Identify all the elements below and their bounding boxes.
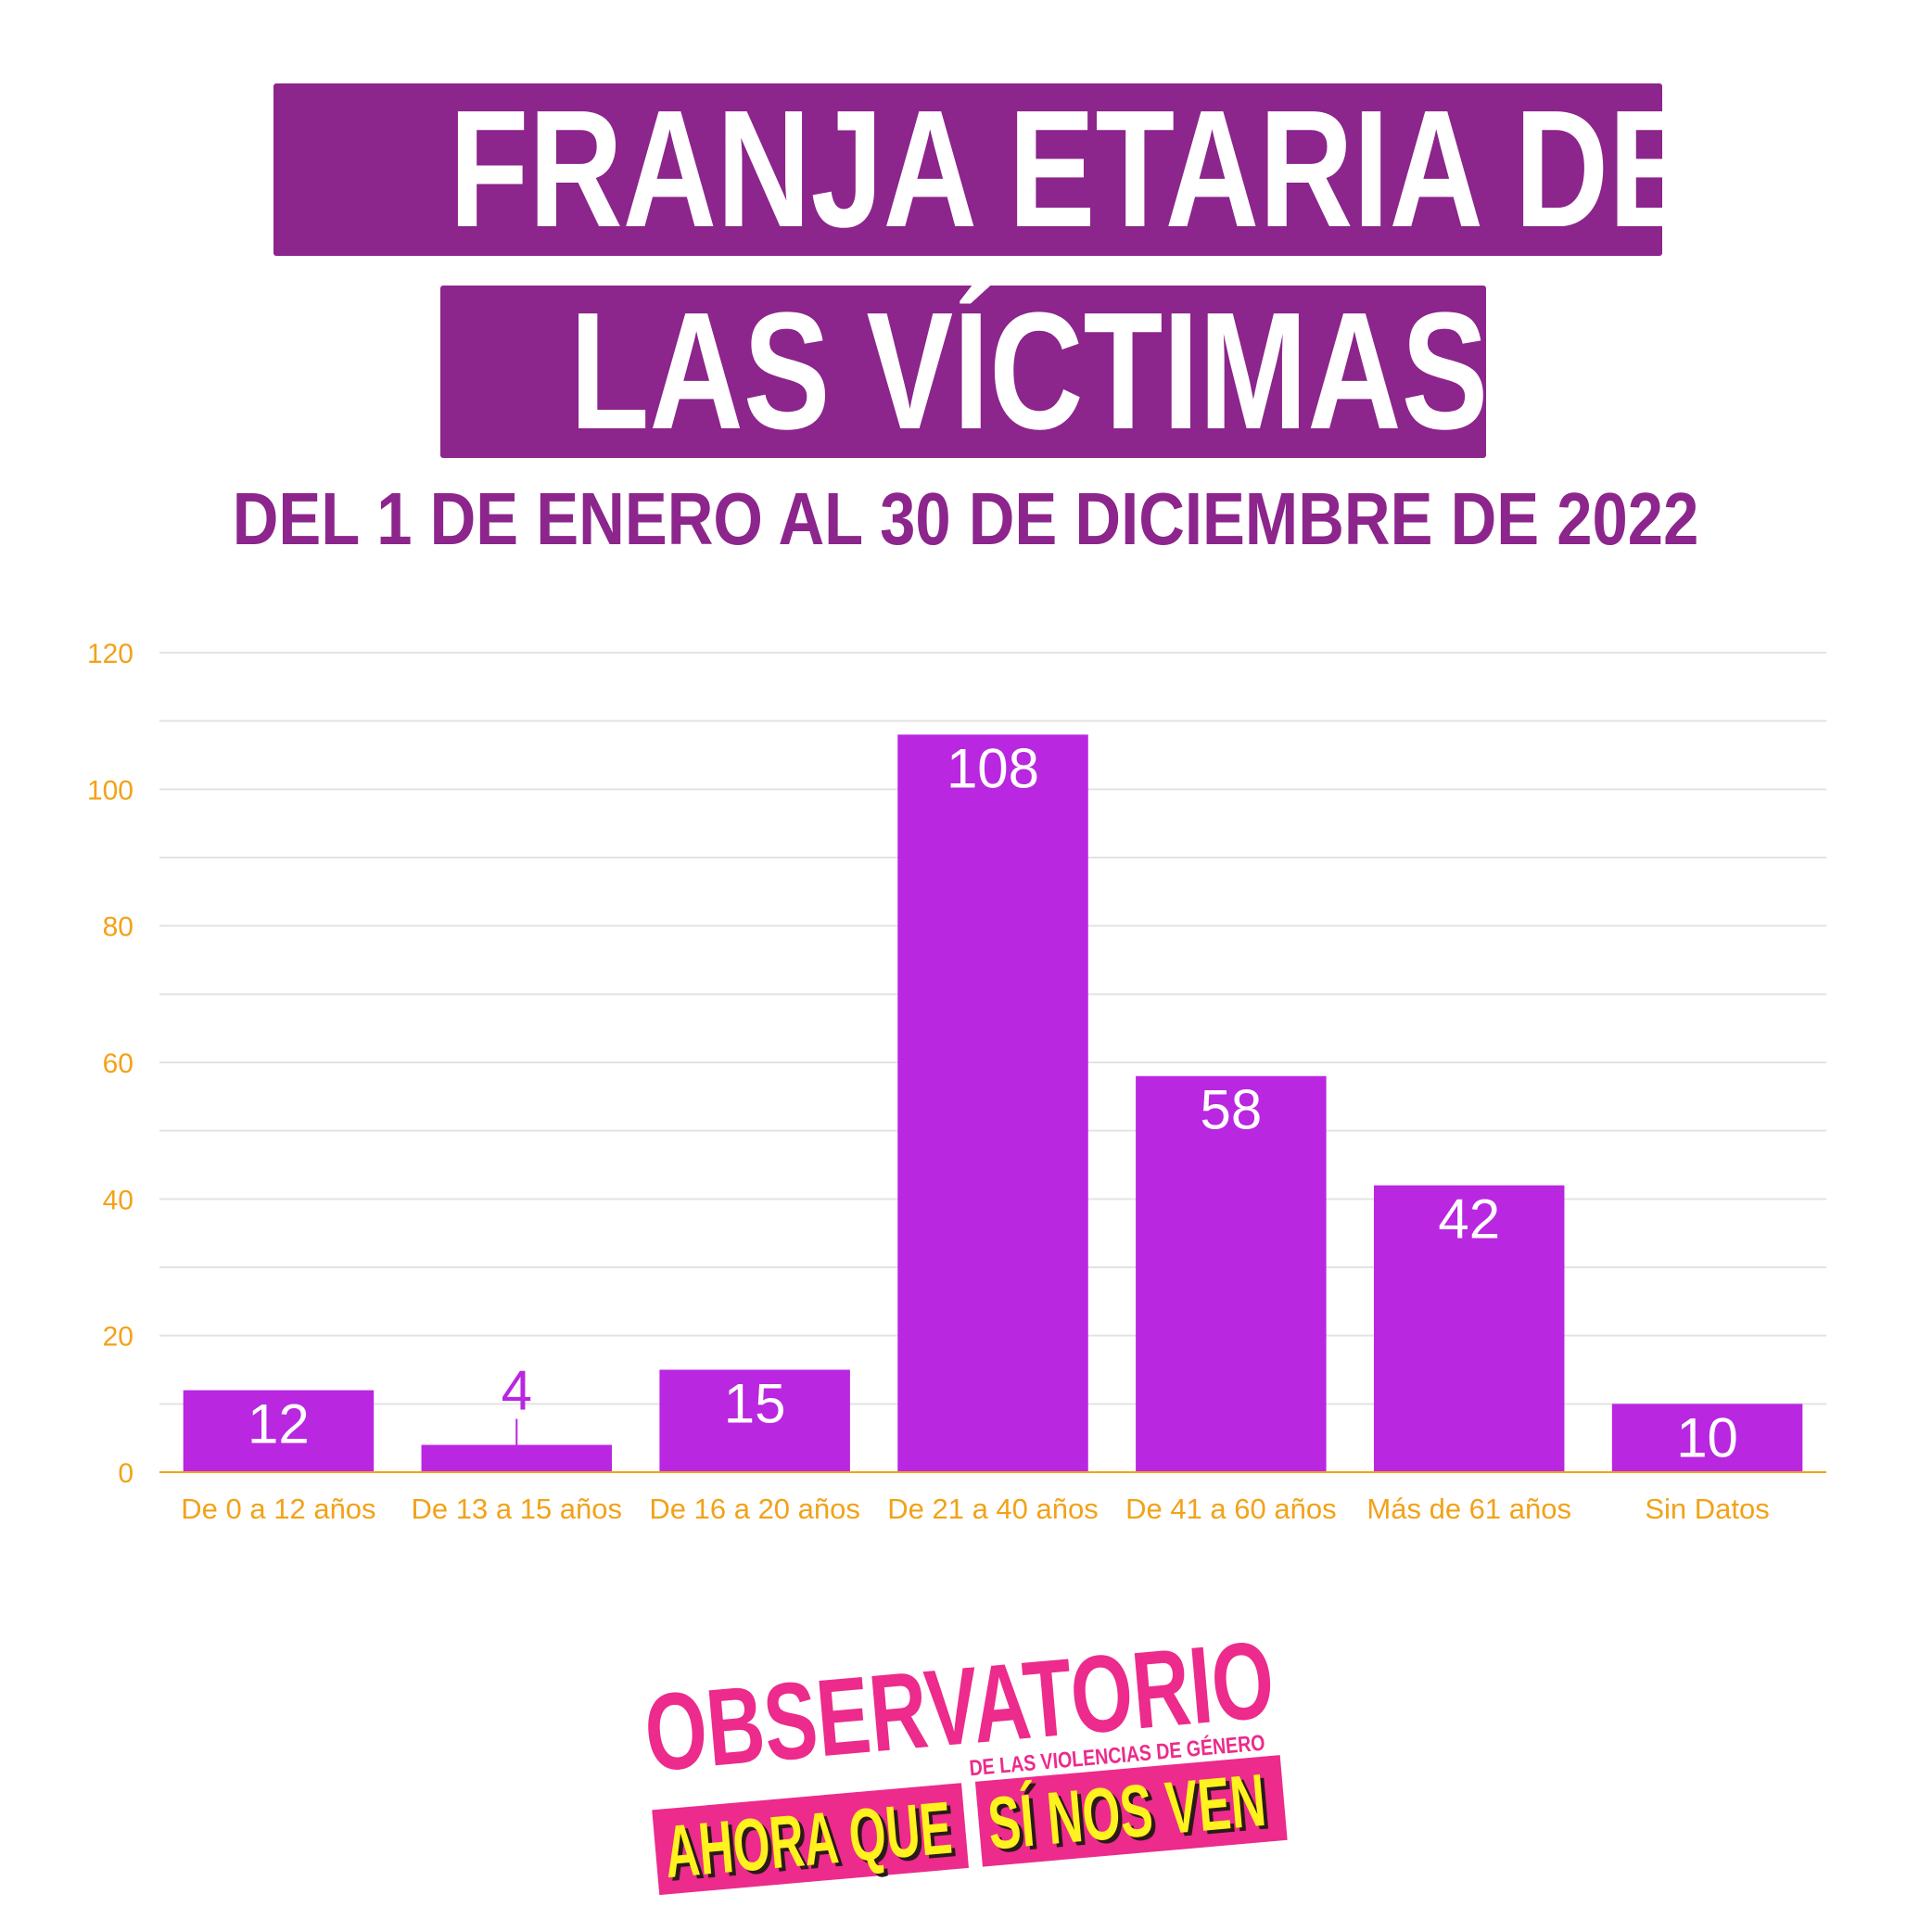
observatorio-logo: OBSERVATORIO DE LAS VIOLENCIAS DE GÉNERO… <box>640 1622 1288 1897</box>
bar <box>1373 1185 1565 1472</box>
bar <box>1136 1075 1327 1472</box>
x-tick-label: Más de 61 años <box>1366 1493 1571 1525</box>
bar <box>897 734 1088 1472</box>
logo-word-ahora-que: AHORA QUE <box>661 1786 955 1894</box>
title-line-1: FRANJA ETARIA DE <box>273 83 1662 256</box>
y-tick-label: 40 <box>103 1185 133 1215</box>
data-labels: 12 4 15 108 58 42 10 <box>248 737 1738 1468</box>
bar <box>421 1444 613 1472</box>
x-tick-label: Sin Datos <box>1645 1493 1769 1525</box>
x-tick-label: De 41 a 60 años <box>1125 1493 1337 1525</box>
y-tick-label: 0 <box>118 1458 133 1489</box>
logo-band-left <box>652 1783 969 1896</box>
data-label: 108 <box>947 737 1039 799</box>
data-label: 12 <box>248 1393 310 1455</box>
bar-chart: 0 20 40 60 80 100 120 12 4 15 108 58 42 10 De 0 a 12… <box>87 639 1826 1525</box>
bars <box>183 734 1803 1472</box>
y-tick-label: 20 <box>103 1322 133 1353</box>
data-label: 58 <box>1200 1079 1262 1141</box>
y-axis-ticks: 0 20 40 60 80 100 120 <box>87 639 133 1489</box>
bar <box>183 1390 375 1472</box>
y-tick-label: 120 <box>87 639 133 669</box>
y-tick-label: 100 <box>87 775 133 806</box>
x-axis-ticks: De 0 a 12 años De 13 a 15 años De 16 a 20 … <box>181 1493 1769 1525</box>
data-label: 42 <box>1438 1188 1500 1251</box>
x-tick-label: De 13 a 15 años <box>412 1493 623 1525</box>
data-label: 15 <box>724 1373 786 1435</box>
x-tick-label: De 16 a 20 años <box>649 1493 860 1525</box>
x-tick-label: De 21 a 40 años <box>887 1493 1099 1525</box>
logo-band-right <box>974 1755 1288 1867</box>
title-line-2: LAS VÍCTIMAS <box>440 286 1486 458</box>
y-tick-label: 80 <box>103 912 133 943</box>
chart-subtitle: DEL 1 DE ENERO AL 30 DE DICIEMBRE DE 202… <box>233 477 1699 560</box>
bar <box>1611 1404 1803 1472</box>
data-label: 10 <box>1676 1406 1738 1468</box>
y-tick-label: 60 <box>103 1049 133 1079</box>
x-tick-label: De 0 a 12 años <box>181 1493 375 1525</box>
data-label: 4 <box>502 1360 532 1422</box>
bar <box>659 1369 850 1472</box>
